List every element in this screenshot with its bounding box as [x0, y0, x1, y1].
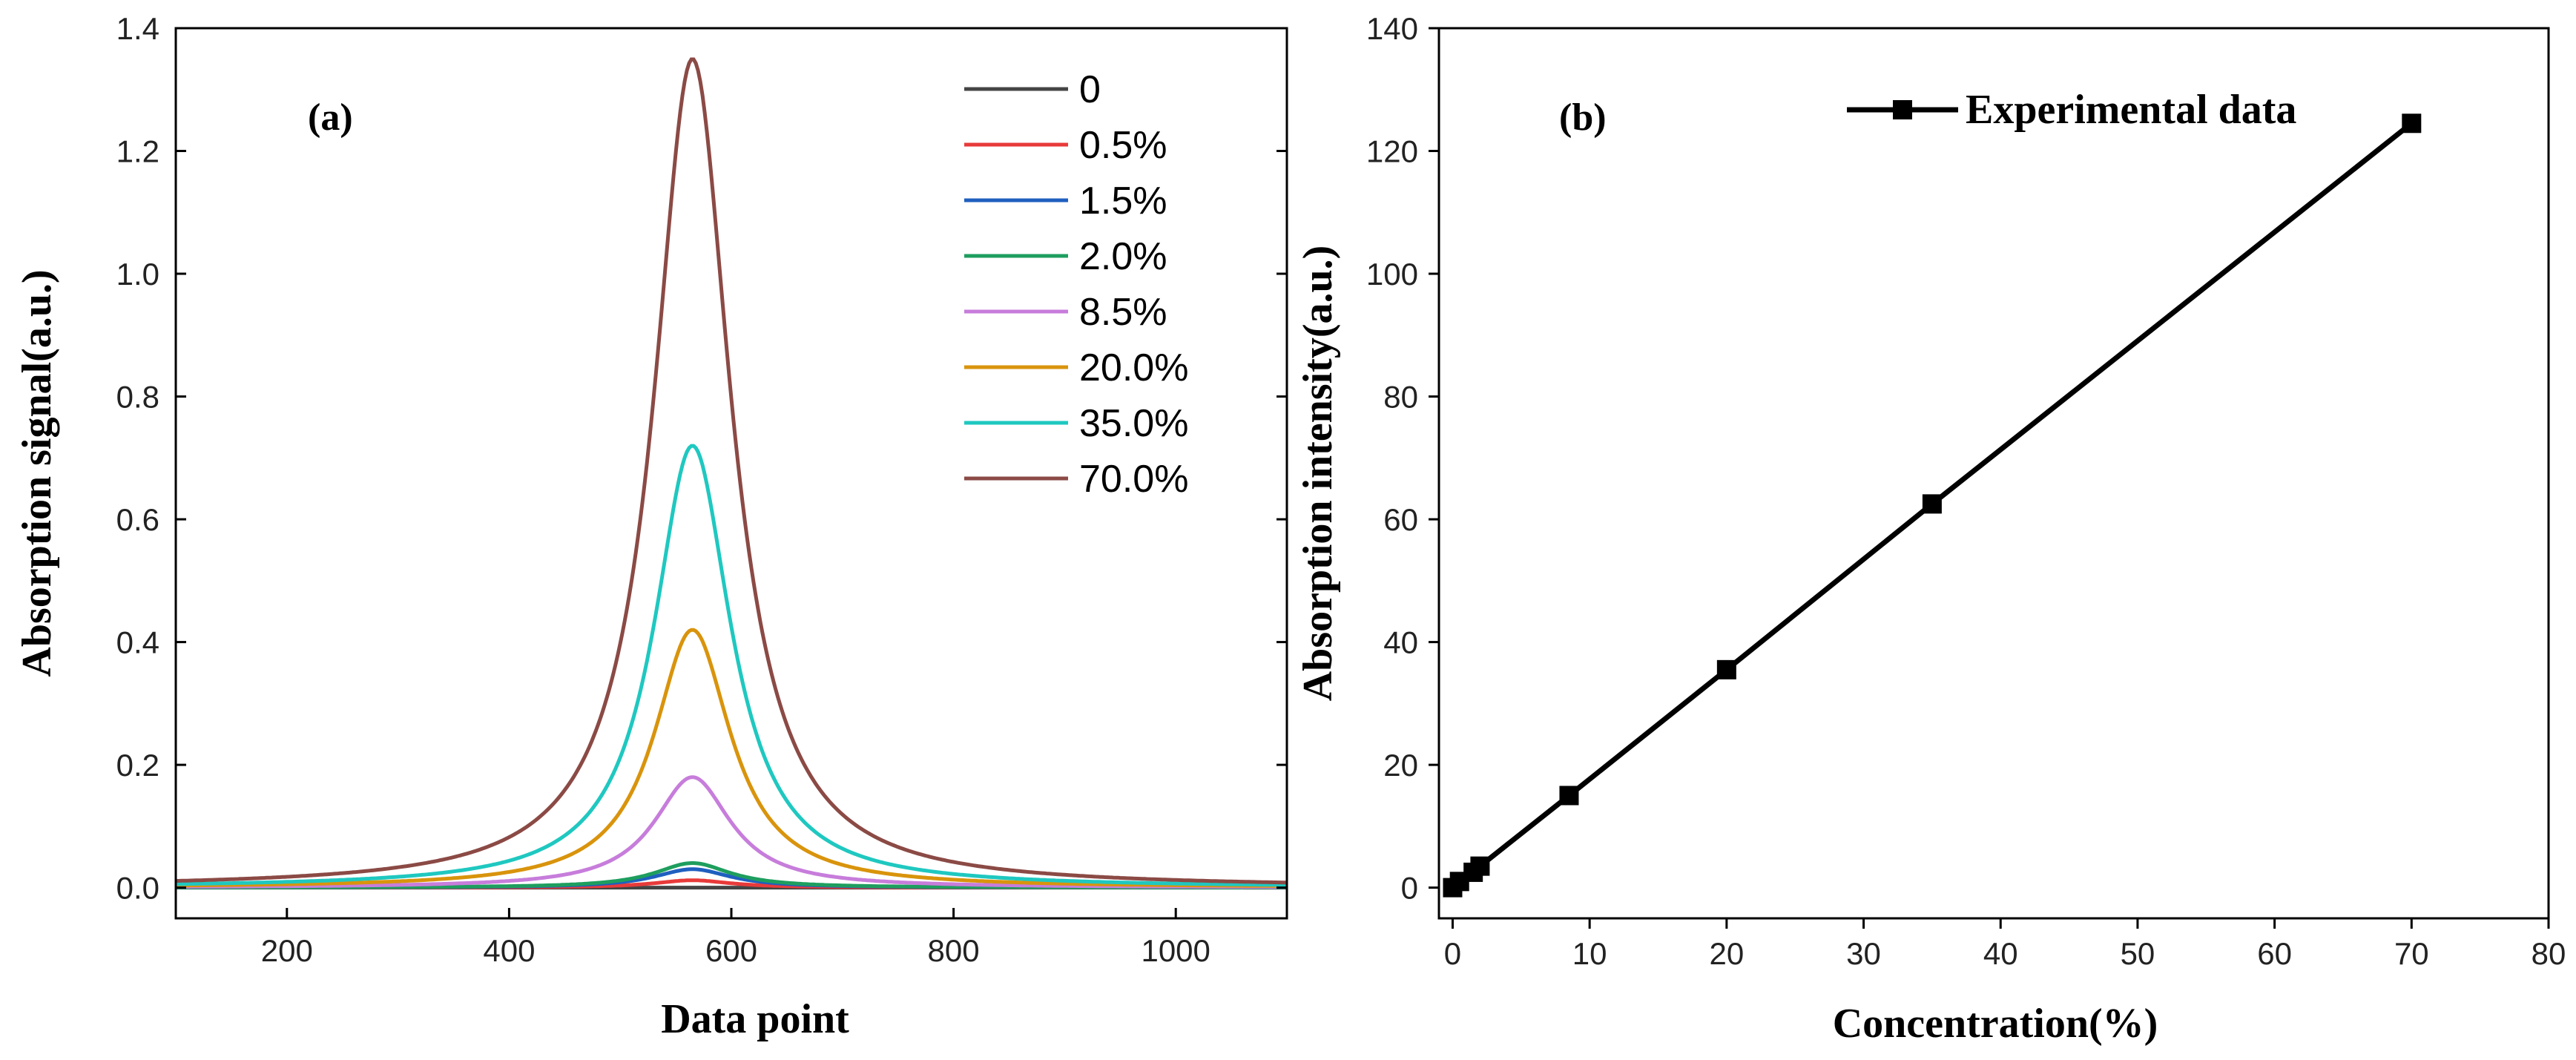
panel-a-frame	[174, 27, 1288, 920]
y-tick-label: 0	[1401, 871, 1418, 906]
y-tick-label: 40	[1383, 625, 1418, 660]
y-tick-label: 0.2	[116, 748, 159, 783]
y-tick-label: 0.8	[116, 380, 159, 415]
series-line	[176, 775, 1287, 889]
panel-a-y-axis-title: Absorption signal(a.u.)	[14, 269, 60, 677]
x-tick-label: 70	[2394, 936, 2429, 971]
panel-b-label: (b)	[1559, 96, 1607, 139]
panel-b-legend: Experimental data	[1847, 87, 2296, 133]
y-tick-label: 20	[1383, 748, 1418, 783]
legend-label: 0.5%	[1079, 124, 1167, 167]
data-point-marker	[1716, 659, 1736, 679]
x-tick-label: 10	[1572, 936, 1607, 971]
panel-a: 200 400 600 800 1000 0.0 0.2 0.4 0.6 0.8 1.0 1.2 1.4…	[14, 11, 1288, 1042]
y-tick-label: 120	[1366, 134, 1418, 169]
y-tick-label: 80	[1383, 380, 1418, 415]
x-tick-label: 40	[1983, 936, 2018, 971]
panel-b-ticks: 0 10 20 30 40 50 60 70 80 0 20 40 60 80 100 120 140	[1366, 11, 2566, 971]
y-tick-label: 1.2	[116, 134, 159, 169]
x-tick-label: 0	[1444, 936, 1461, 971]
data-point-marker	[1922, 494, 1942, 514]
legend-label: 0	[1079, 68, 1101, 111]
legend-label: 70.0%	[1079, 458, 1188, 501]
x-tick-label: 50	[2121, 936, 2155, 971]
y-tick-label: 1.0	[116, 257, 159, 292]
x-tick-label: 80	[2531, 936, 2566, 971]
y-tick-label: 0.6	[116, 502, 159, 537]
legend-label: 20.0%	[1079, 346, 1188, 389]
panel-b-frame	[1437, 27, 2550, 920]
data-point-marker	[1559, 786, 1579, 806]
x-tick-label: 60	[2257, 936, 2292, 971]
x-tick-label: 600	[705, 933, 757, 968]
y-tick-label: 0.0	[116, 871, 159, 906]
y-tick-label: 100	[1366, 257, 1418, 292]
panel-b-y-axis-title: Absorption intensity(a.u.)	[1295, 246, 1341, 702]
panel-a-legend: 0 0.5% 1.5% 2.0% 8.5% 20.0% 35.0% 70.0%	[964, 68, 1188, 501]
data-point-marker	[2402, 113, 2422, 134]
legend-label: 2.0%	[1079, 235, 1167, 278]
legend-label: Experimental data	[1966, 87, 2296, 133]
series-line	[176, 444, 1288, 887]
x-tick-label: 1000	[1141, 933, 1210, 968]
data-point-marker	[1470, 856, 1490, 876]
x-tick-label: 20	[1709, 936, 1744, 971]
legend-marker	[1893, 100, 1912, 119]
series-line	[176, 628, 1287, 888]
panel-b-series-group	[1443, 113, 2422, 898]
y-tick-label: 1.4	[116, 11, 159, 46]
panel-a-series-group	[175, 57, 1288, 890]
x-tick-label: 30	[1846, 936, 1881, 971]
panel-b-x-axis-title: Concentration(%)	[1833, 1001, 2158, 1047]
x-tick-label: 400	[483, 933, 535, 968]
series-line	[175, 57, 1288, 885]
panel-a-x-axis-title: Data point	[661, 996, 849, 1042]
panel-a-ticks: 200 400 600 800 1000 0.0 0.2 0.4 0.6 0.8 1.0 1.2 1.4	[116, 11, 1287, 968]
y-tick-label: 140	[1366, 11, 1418, 46]
legend-label: 8.5%	[1079, 291, 1167, 334]
panel-a-label: (a)	[308, 96, 353, 139]
y-tick-label: 0.4	[116, 625, 159, 660]
legend-label: 35.0%	[1079, 402, 1188, 445]
x-tick-label: 800	[928, 933, 980, 968]
x-tick-label: 200	[261, 933, 313, 968]
y-tick-label: 60	[1383, 502, 1418, 537]
legend-label: 1.5%	[1079, 180, 1167, 223]
